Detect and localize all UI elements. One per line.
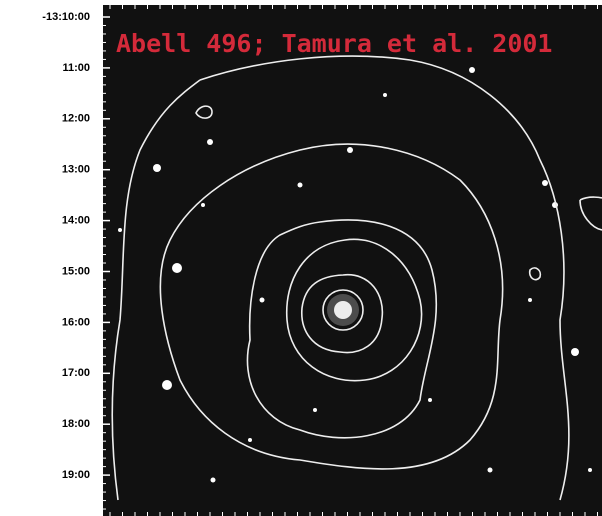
y-label: 12:00 [62,113,90,125]
y-label: 11:00 [62,62,90,74]
image-title: Abell 496; Tamura et al. 2001 [116,29,553,58]
y-label: 15:00 [62,265,90,277]
contours [111,55,602,501]
y-label: 16:00 [62,316,90,328]
y-label: 17:00 [62,367,90,379]
y-label: -13:10:00 [42,11,90,23]
sky-image [103,5,602,516]
y-label: 18:00 [62,418,90,430]
stars [118,67,592,483]
y-label: 19:00 [62,469,90,481]
y-label: 13:00 [62,164,90,176]
y-axis: -13:10:00 11:00 12:00 13:00 14:00 15:00 16:00 1… [42,5,598,516]
y-label: 14:00 [62,215,90,227]
